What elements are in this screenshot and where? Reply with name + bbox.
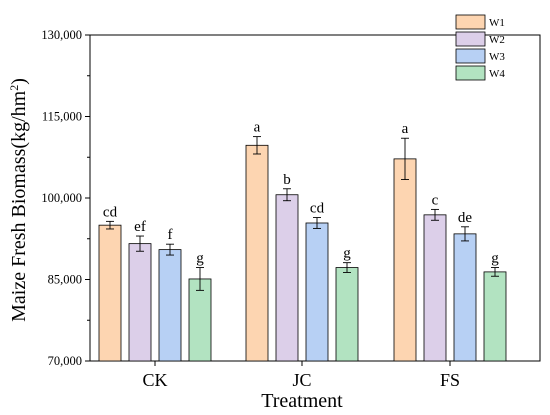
significance-letter: c <box>432 192 439 208</box>
bar-w4-fs <box>483 271 507 362</box>
bar-w3-jc <box>305 222 329 362</box>
significance-letter: a <box>402 121 409 137</box>
legend-label-w3: W3 <box>489 51 505 63</box>
bar-w1-ck <box>98 224 122 362</box>
significance-letter: g <box>343 246 351 262</box>
significance-letter: ef <box>134 219 146 235</box>
bar-w3-ck <box>158 249 182 362</box>
significance-letter: f <box>168 227 173 243</box>
legend-swatch-w3 <box>455 48 486 64</box>
bar-w4-ck <box>188 278 212 362</box>
significance-letter: de <box>458 210 473 226</box>
bar-w4-jc <box>335 267 359 362</box>
significance-letter: cd <box>103 204 118 220</box>
y-tick-label: 130,000 <box>41 28 82 42</box>
plot-area: 70,00085,000100,000115,000130,000CKcdeff… <box>41 14 541 390</box>
y-tick-label: 70,000 <box>48 354 82 368</box>
significance-letter: b <box>283 172 291 188</box>
bar-w2-ck <box>128 243 152 362</box>
significance-letter: g <box>491 251 499 267</box>
legend-swatch-w2 <box>455 31 486 47</box>
x-tick-label: JC <box>292 370 311 390</box>
bar-w2-jc <box>275 194 299 362</box>
bar-w2-fs <box>423 214 447 362</box>
legend-swatch-w1 <box>455 14 486 30</box>
y-axis-title: Maize Fresh Biomass(kg/hm2) <box>7 78 30 322</box>
y-tick-label: 100,000 <box>41 191 82 205</box>
legend-swatch-w4 <box>455 65 486 81</box>
x-tick-label: FS <box>440 370 460 390</box>
bar-w1-jc <box>245 144 269 362</box>
bar-w3-fs <box>453 233 477 362</box>
legend-label-w4: W4 <box>489 68 505 80</box>
bar-w1-fs <box>393 158 417 362</box>
significance-letter: a <box>254 120 261 136</box>
significance-letter: g <box>196 251 204 267</box>
legend-label-w1: W1 <box>489 17 505 29</box>
significance-letter: cd <box>310 201 325 217</box>
y-tick-label: 85,000 <box>48 273 82 287</box>
x-tick-label: CK <box>142 370 167 390</box>
y-tick-label: 115,000 <box>42 110 82 124</box>
legend-label-w2: W2 <box>489 34 505 46</box>
x-axis-title: Treatment <box>261 390 343 412</box>
